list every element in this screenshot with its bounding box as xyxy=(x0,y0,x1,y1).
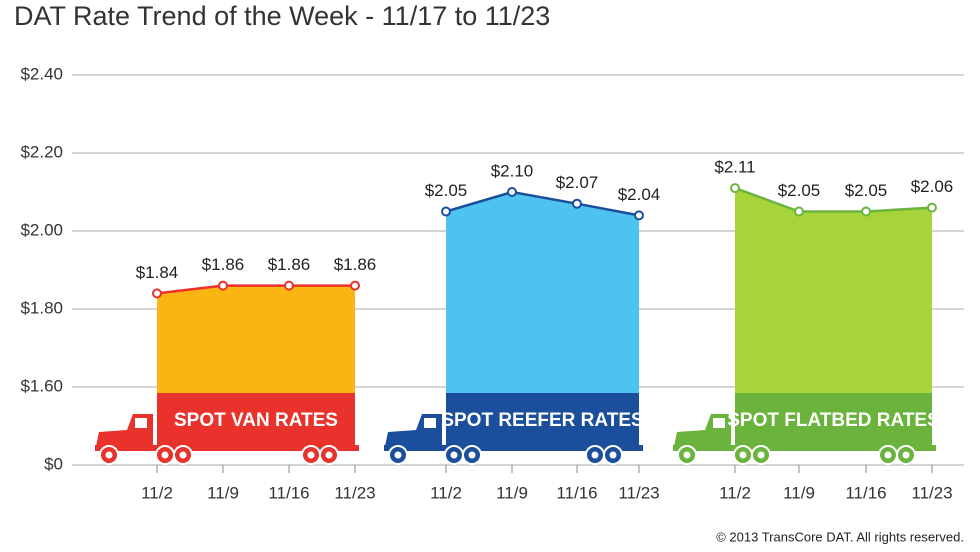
point xyxy=(284,280,294,291)
hub xyxy=(884,451,892,459)
hub xyxy=(450,451,458,459)
x-tick-label: 11/2 xyxy=(430,483,462,502)
source: © 2013 TransCore DAT. All rights reserve… xyxy=(716,529,964,544)
hub xyxy=(683,451,691,459)
hub xyxy=(394,451,402,459)
x-tick-label: 11/23 xyxy=(911,483,952,502)
truck-chassis xyxy=(384,445,643,451)
hub xyxy=(307,451,315,459)
hub xyxy=(591,451,599,459)
series-group: SPOT FLATBED RATES $2.11 11/2 $2.05 11/9 $2.0… xyxy=(673,158,954,502)
value-label: $2.07 xyxy=(556,173,599,192)
value-label: $1.86 xyxy=(334,255,377,274)
line xyxy=(734,186,933,213)
truck-window xyxy=(713,418,725,428)
y-tick-label: $2.20 xyxy=(20,142,63,161)
x-tick-label: 11/23 xyxy=(618,483,659,502)
x-tick-label: 11/9 xyxy=(496,483,528,502)
truck-body xyxy=(735,393,932,445)
hub xyxy=(105,451,113,459)
line xyxy=(156,284,355,295)
truck-chassis xyxy=(673,445,936,451)
value-label: $2.05 xyxy=(425,181,468,200)
value-label: $2.11 xyxy=(714,158,755,177)
value-label: $2.06 xyxy=(911,177,954,196)
series-group: SPOT REEFER RATES $2.05 11/2 $2.10 11/9 $2.07… xyxy=(384,161,660,502)
x-tick-label: 11/16 xyxy=(268,483,309,502)
y-tick-label: $2.40 xyxy=(20,64,63,83)
y-tick-label: $1.80 xyxy=(20,298,63,317)
truck-window xyxy=(424,418,436,428)
series-label: SPOT FLATBED RATES xyxy=(727,410,940,431)
value-label: $1.84 xyxy=(136,263,179,282)
hub xyxy=(757,451,765,459)
hub xyxy=(468,451,476,459)
value-label: $2.05 xyxy=(845,181,888,200)
y-tick-label: $1.60 xyxy=(20,376,63,395)
point xyxy=(634,210,644,221)
hub xyxy=(325,451,333,459)
truck-body xyxy=(157,393,355,445)
point xyxy=(218,280,228,291)
series-label: SPOT VAN RATES xyxy=(174,410,338,431)
point xyxy=(572,198,582,209)
point xyxy=(927,202,937,213)
hub xyxy=(161,451,169,459)
x-tick-label: 11/2 xyxy=(719,483,751,502)
point xyxy=(730,183,740,194)
x-tick-label: 11/16 xyxy=(556,483,597,502)
y-tick-label: $0 xyxy=(44,454,63,473)
y-tick-label: $2.00 xyxy=(20,220,63,239)
point xyxy=(794,206,804,217)
hub xyxy=(179,451,187,459)
x-tick-label: 11/16 xyxy=(845,483,886,502)
line xyxy=(445,190,640,217)
x-tick-label: 11/23 xyxy=(334,483,375,502)
value-label: $1.86 xyxy=(268,255,311,274)
x-tick-label: 11/9 xyxy=(207,483,239,502)
area xyxy=(157,285,355,393)
area xyxy=(735,188,932,393)
value-label: $1.86 xyxy=(202,255,245,274)
chart-title: DAT Rate Trend of the Week - 11/17 to 11… xyxy=(14,1,550,31)
value-label: $2.05 xyxy=(778,181,821,200)
area xyxy=(446,192,639,393)
series-group: SPOT VAN RATES $1.84 11/2 $1.86 11/9 $1.86 11/… xyxy=(95,255,376,502)
hub xyxy=(739,451,747,459)
point xyxy=(441,206,451,217)
point xyxy=(507,187,517,197)
value-label: $2.10 xyxy=(491,161,534,180)
x-tick-label: 11/2 xyxy=(141,483,173,502)
hub xyxy=(902,451,910,459)
hub xyxy=(609,451,617,459)
point xyxy=(861,206,871,217)
truck-window xyxy=(135,418,147,428)
point xyxy=(152,288,162,299)
truck-chassis xyxy=(95,445,359,451)
truck-body xyxy=(446,393,639,445)
series-label: SPOT REEFER RATES xyxy=(441,410,643,431)
x-tick-label: 11/9 xyxy=(783,483,815,502)
value-label: $2.04 xyxy=(618,185,661,204)
point xyxy=(350,280,360,291)
